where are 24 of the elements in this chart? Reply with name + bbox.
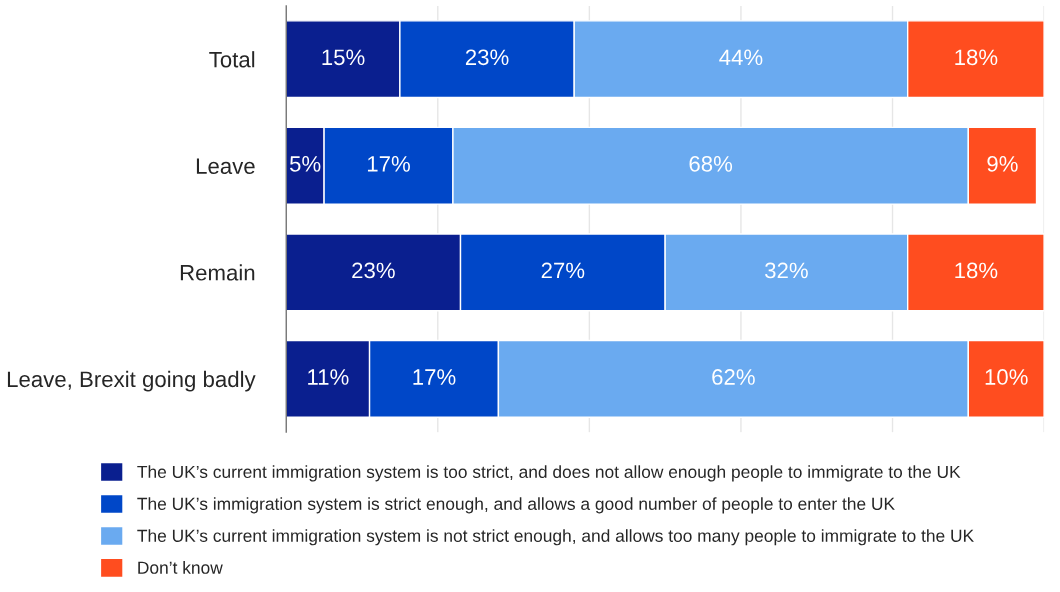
data-label: 44% bbox=[719, 49, 763, 66]
data-label: 5% bbox=[289, 156, 321, 172]
y-tick-label: Leave bbox=[196, 158, 255, 175]
y-tick-label: Remain bbox=[180, 264, 255, 281]
data-label: 18% bbox=[955, 49, 998, 66]
data-label: 62% bbox=[712, 369, 755, 385]
data-label: 23% bbox=[465, 49, 509, 66]
legend-label: The UK’s current immigration system is not strict enough, and allows too many people to immigrate to the UK bbox=[137, 529, 974, 546]
data-label: 23% bbox=[352, 262, 395, 279]
data-label: 17% bbox=[367, 156, 410, 172]
y-tick-label: Leave, Brexit going badly bbox=[7, 370, 256, 392]
data-label: 32% bbox=[765, 262, 808, 279]
data-label: 9% bbox=[987, 155, 1018, 172]
legend-label: Don’t know bbox=[138, 561, 223, 574]
legend-label: The UK’s immigration system is strict enough, and allows a good number of people to enter the UK bbox=[137, 497, 895, 514]
data-label: 15% bbox=[322, 49, 365, 66]
data-label: 17% bbox=[413, 369, 456, 385]
legend-label: The UK’s current immigration system is too strict, and does not allow enough people to immigrate to the UK bbox=[137, 465, 961, 482]
data-label: 11% bbox=[308, 369, 349, 385]
data-label: 68% bbox=[689, 155, 733, 172]
data-label: 27% bbox=[541, 262, 585, 279]
y-tick-label: Total bbox=[209, 51, 255, 68]
data-label: 10% bbox=[985, 369, 1028, 385]
data-label: 18% bbox=[955, 262, 998, 279]
